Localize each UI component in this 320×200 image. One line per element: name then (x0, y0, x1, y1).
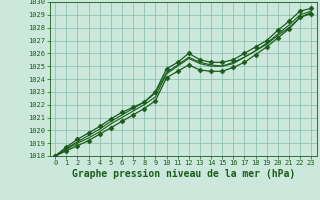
X-axis label: Graphe pression niveau de la mer (hPa): Graphe pression niveau de la mer (hPa) (72, 169, 295, 179)
